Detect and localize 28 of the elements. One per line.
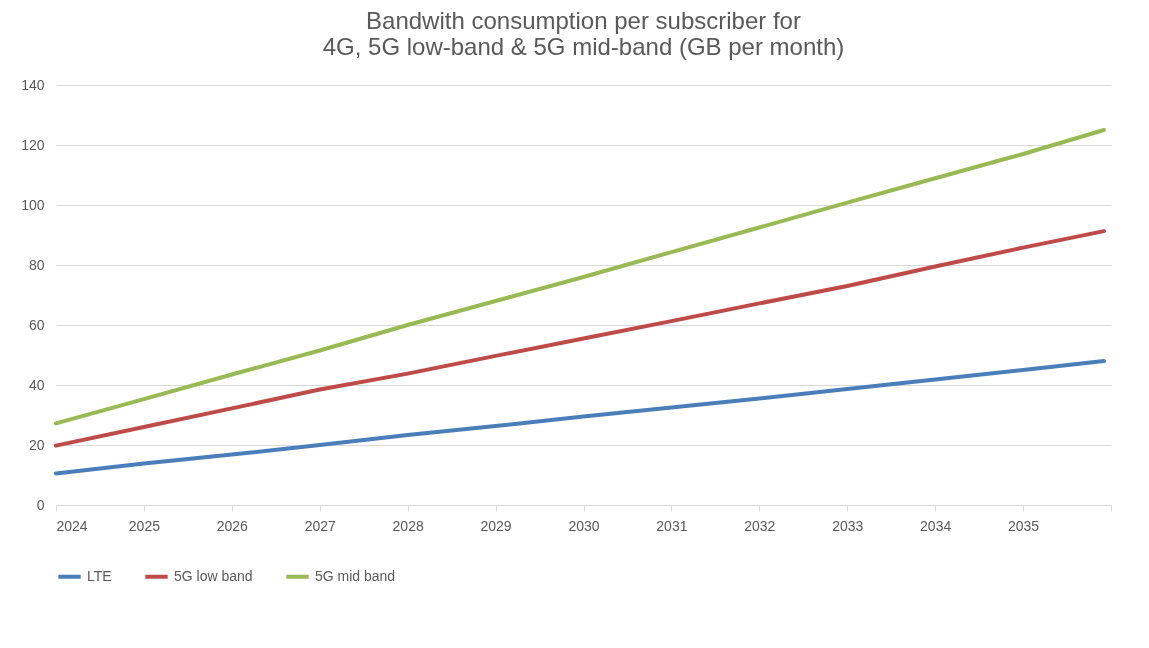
y-tick-label: 100	[21, 196, 45, 213]
x-tick-label: 2033	[832, 517, 864, 534]
text: 4G, 5G low-band & 5G mid-band (GB per month)	[322, 33, 845, 60]
x-tick-label: 2027	[304, 517, 337, 534]
y-tick-label: 140	[21, 76, 45, 93]
x-tick-label: 2035	[1008, 517, 1040, 534]
line-series	[54, 229, 1106, 448]
y-tick-label: 40	[28, 376, 45, 393]
y-tick-label: 120	[21, 136, 45, 153]
x-tick-label: 2032	[744, 517, 776, 534]
y-tick-label: 60	[28, 316, 45, 333]
x-tick-label: 2029	[480, 517, 512, 534]
y-tick-label: 80	[28, 256, 45, 273]
text: Bandwith consumption per subscriber for	[366, 7, 801, 34]
x-tick-label: 2031	[656, 517, 688, 534]
x-tick-label: 2034	[920, 517, 952, 534]
legend-label: 5G low band	[174, 567, 253, 584]
legend-label: 5G mid band	[315, 567, 396, 584]
y-tick-label: 0	[36, 496, 45, 513]
x-tick-label: 2026	[216, 517, 249, 534]
line-series	[54, 128, 1106, 426]
legend-label: LTE	[87, 567, 112, 584]
line-series	[54, 359, 1106, 476]
x-tick-label: 2028	[392, 517, 424, 534]
x-tick-label: 2025	[128, 517, 161, 534]
y-tick-label: 20	[28, 436, 45, 453]
x-tick-label: 2030	[568, 517, 600, 534]
x-tick-label: 2024	[56, 517, 88, 534]
